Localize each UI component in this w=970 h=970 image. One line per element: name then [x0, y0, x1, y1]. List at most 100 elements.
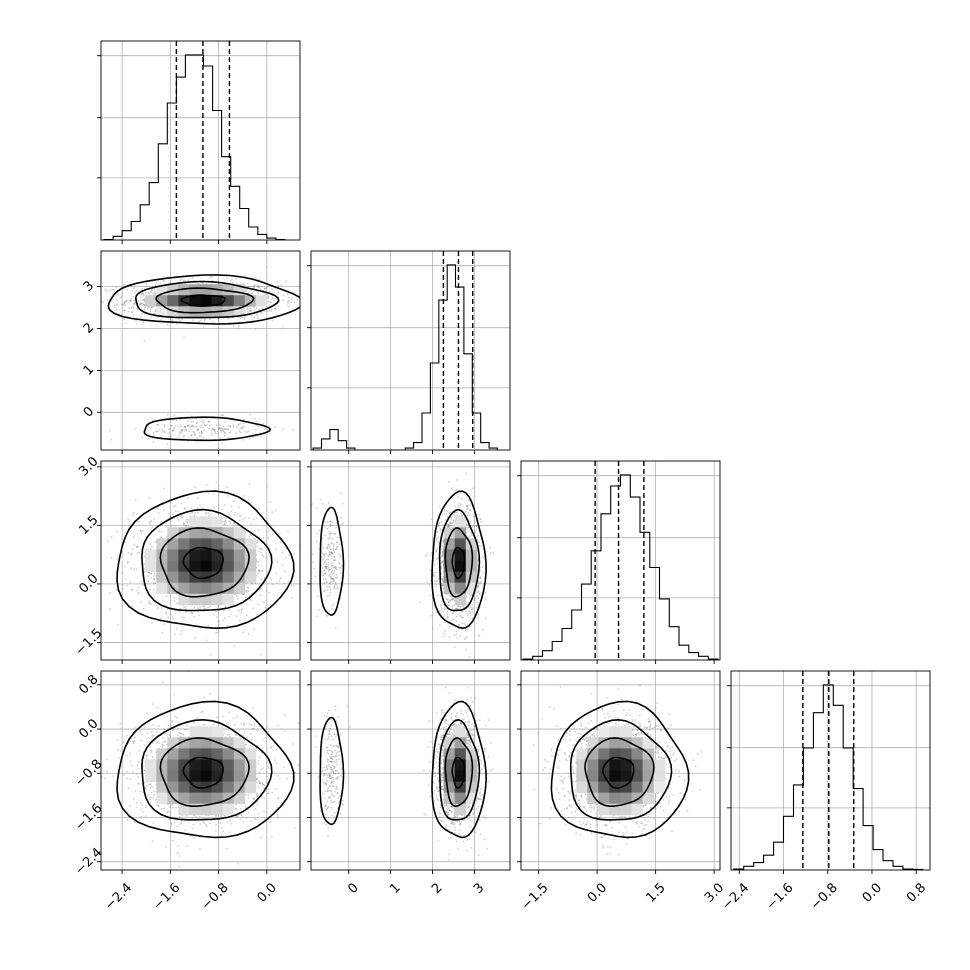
sample-point	[478, 593, 480, 595]
sample-point	[194, 432, 196, 435]
sample-point	[220, 414, 223, 417]
sample-point	[452, 519, 455, 522]
sample-point	[255, 613, 258, 616]
sample-point	[181, 616, 183, 619]
sample-point	[209, 277, 211, 279]
sample-point	[275, 548, 277, 551]
sample-point	[446, 610, 449, 613]
sample-point	[153, 572, 156, 575]
sample-point	[198, 320, 201, 323]
sample-point	[141, 574, 143, 577]
sample-point	[156, 607, 159, 609]
sample-point	[269, 301, 272, 304]
sample-point	[255, 307, 258, 310]
sample-point	[173, 599, 176, 602]
sample-point	[436, 594, 439, 597]
sample-point	[131, 552, 133, 555]
density-cell	[233, 582, 246, 595]
sample-point	[436, 538, 438, 541]
sample-point	[442, 580, 444, 583]
sample-point	[211, 427, 214, 429]
sample-point	[172, 617, 175, 620]
sample-point	[197, 428, 200, 431]
sample-point	[135, 319, 138, 322]
sample-point	[148, 426, 151, 429]
sample-point	[255, 545, 258, 548]
density-cell	[255, 295, 268, 307]
sample-point	[183, 606, 186, 609]
sample-point	[188, 436, 191, 438]
sample-point	[264, 287, 267, 290]
sample-point	[224, 520, 227, 523]
sample-point	[257, 564, 260, 567]
sample-point	[274, 426, 277, 428]
sample-point	[254, 328, 257, 331]
sample-point	[233, 492, 236, 495]
sample-point	[182, 521, 185, 524]
sample-point	[105, 290, 108, 292]
sample-point	[442, 553, 444, 556]
sample-point	[122, 304, 125, 306]
sample-point	[452, 597, 454, 599]
panel-content	[101, 481, 300, 656]
sample-point	[133, 544, 136, 546]
sample-point	[220, 427, 222, 430]
sample-point	[454, 607, 457, 610]
sample-point	[128, 301, 131, 303]
sample-point	[177, 318, 180, 320]
sample-point	[328, 536, 331, 539]
sample-point	[244, 596, 247, 599]
sample-point	[106, 299, 109, 301]
sample-point	[455, 630, 458, 633]
sample-point	[479, 593, 482, 596]
sample-point	[469, 504, 472, 507]
sample-point	[223, 420, 226, 423]
sample-point	[451, 488, 454, 491]
sample-point	[142, 551, 145, 554]
contour-line	[159, 527, 250, 598]
sample-point	[142, 607, 145, 610]
sample-point	[246, 308, 249, 311]
sample-point	[288, 553, 290, 556]
sample-point	[242, 519, 244, 521]
sample-point	[223, 427, 225, 430]
sample-point	[246, 307, 249, 310]
sample-point	[264, 540, 267, 542]
sample-point	[248, 309, 251, 312]
density-cell	[244, 560, 257, 572]
sample-point	[196, 507, 199, 509]
sample-point	[170, 424, 173, 427]
sample-point	[465, 636, 468, 639]
density-cell	[222, 582, 235, 595]
sample-point	[239, 431, 242, 434]
sample-point	[136, 589, 138, 592]
sample-point	[257, 570, 260, 572]
sample-point	[236, 426, 239, 429]
sample-point	[180, 278, 183, 281]
sample-point	[203, 429, 206, 432]
sample-point	[216, 631, 219, 634]
sample-point	[200, 507, 203, 509]
sample-point	[130, 567, 133, 570]
sample-point	[122, 283, 125, 286]
sample-point	[224, 617, 226, 619]
sample-point	[480, 580, 482, 583]
sample-point	[455, 608, 458, 610]
sample-point	[153, 288, 156, 290]
sample-point	[153, 518, 156, 521]
sample-point	[462, 616, 464, 619]
sample-point	[153, 577, 156, 580]
density-cell	[233, 295, 246, 307]
sample-point	[165, 611, 167, 614]
sample-point	[183, 523, 185, 526]
sample-point	[227, 495, 230, 497]
density-cell	[167, 284, 179, 296]
sample-point	[447, 524, 450, 527]
sample-point	[194, 434, 197, 436]
density-cell	[167, 306, 179, 318]
sample-point	[132, 511, 135, 514]
sample-point	[183, 434, 186, 437]
sample-point	[437, 536, 440, 539]
sample-point	[179, 419, 182, 421]
sample-point	[223, 430, 225, 433]
